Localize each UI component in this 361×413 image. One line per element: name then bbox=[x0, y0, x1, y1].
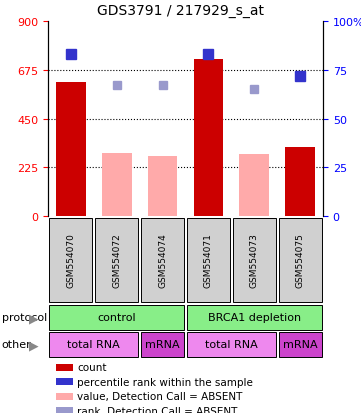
Bar bbox=[95, 218, 138, 302]
Text: GDS3791 / 217929_s_at: GDS3791 / 217929_s_at bbox=[97, 4, 264, 18]
Text: BRCA1 depletion: BRCA1 depletion bbox=[208, 313, 301, 323]
Text: total RNA: total RNA bbox=[205, 339, 258, 350]
Bar bbox=[56, 407, 73, 413]
Text: GSM554071: GSM554071 bbox=[204, 233, 213, 288]
Text: protocol: protocol bbox=[2, 313, 47, 323]
Bar bbox=[233, 218, 276, 302]
Bar bbox=[56, 83, 86, 216]
Text: mRNA: mRNA bbox=[145, 339, 180, 350]
Bar bbox=[56, 393, 73, 400]
Bar bbox=[49, 332, 138, 357]
Bar bbox=[193, 60, 223, 216]
Bar bbox=[141, 218, 184, 302]
Text: other: other bbox=[2, 339, 31, 350]
Bar bbox=[187, 306, 322, 330]
Text: GSM554070: GSM554070 bbox=[66, 233, 75, 288]
Text: total RNA: total RNA bbox=[68, 339, 120, 350]
Text: rank, Detection Call = ABSENT: rank, Detection Call = ABSENT bbox=[77, 406, 238, 413]
Text: control: control bbox=[97, 313, 136, 323]
Text: count: count bbox=[77, 362, 107, 373]
Text: value, Detection Call = ABSENT: value, Detection Call = ABSENT bbox=[77, 391, 243, 401]
Bar bbox=[285, 147, 315, 216]
Text: ▶: ▶ bbox=[29, 338, 38, 351]
Bar bbox=[279, 332, 322, 357]
Bar bbox=[56, 364, 73, 371]
Text: GSM554072: GSM554072 bbox=[112, 233, 121, 288]
Bar bbox=[239, 155, 269, 216]
Text: GSM554073: GSM554073 bbox=[250, 233, 259, 288]
Text: mRNA: mRNA bbox=[283, 339, 317, 350]
Bar bbox=[56, 378, 73, 385]
Bar bbox=[279, 218, 322, 302]
Text: ▶: ▶ bbox=[29, 311, 38, 324]
Text: percentile rank within the sample: percentile rank within the sample bbox=[77, 377, 253, 387]
Bar bbox=[102, 154, 132, 216]
Bar bbox=[49, 306, 184, 330]
Text: GSM554074: GSM554074 bbox=[158, 233, 167, 288]
Bar bbox=[187, 332, 276, 357]
Bar bbox=[141, 332, 184, 357]
Bar bbox=[49, 218, 92, 302]
Text: GSM554075: GSM554075 bbox=[296, 233, 305, 288]
Bar bbox=[187, 218, 230, 302]
Bar bbox=[148, 157, 178, 216]
